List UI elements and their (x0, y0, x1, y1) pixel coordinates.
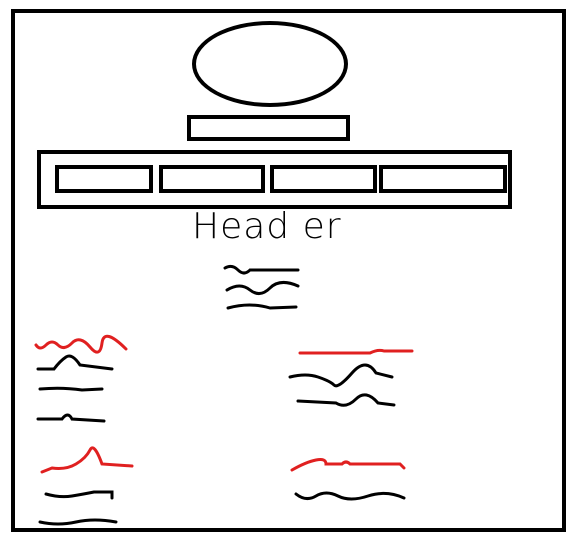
section-top-right-placeholder (288, 348, 414, 407)
logo-placeholder[interactable] (192, 21, 348, 107)
section-bottom-right-placeholder (290, 458, 406, 501)
nav-bar (37, 150, 512, 209)
section-bottom-left-placeholder (38, 446, 134, 526)
nav-item-2[interactable] (159, 165, 265, 193)
nav-item-4[interactable] (379, 165, 507, 193)
nav-item-1[interactable] (55, 165, 153, 193)
intro-text-placeholder (223, 264, 300, 310)
nav-item-3[interactable] (270, 165, 377, 193)
section-top-left-placeholder (34, 334, 128, 423)
page-frame (11, 9, 566, 532)
page-header: Head er (192, 206, 342, 247)
title-bar-placeholder (187, 115, 350, 141)
